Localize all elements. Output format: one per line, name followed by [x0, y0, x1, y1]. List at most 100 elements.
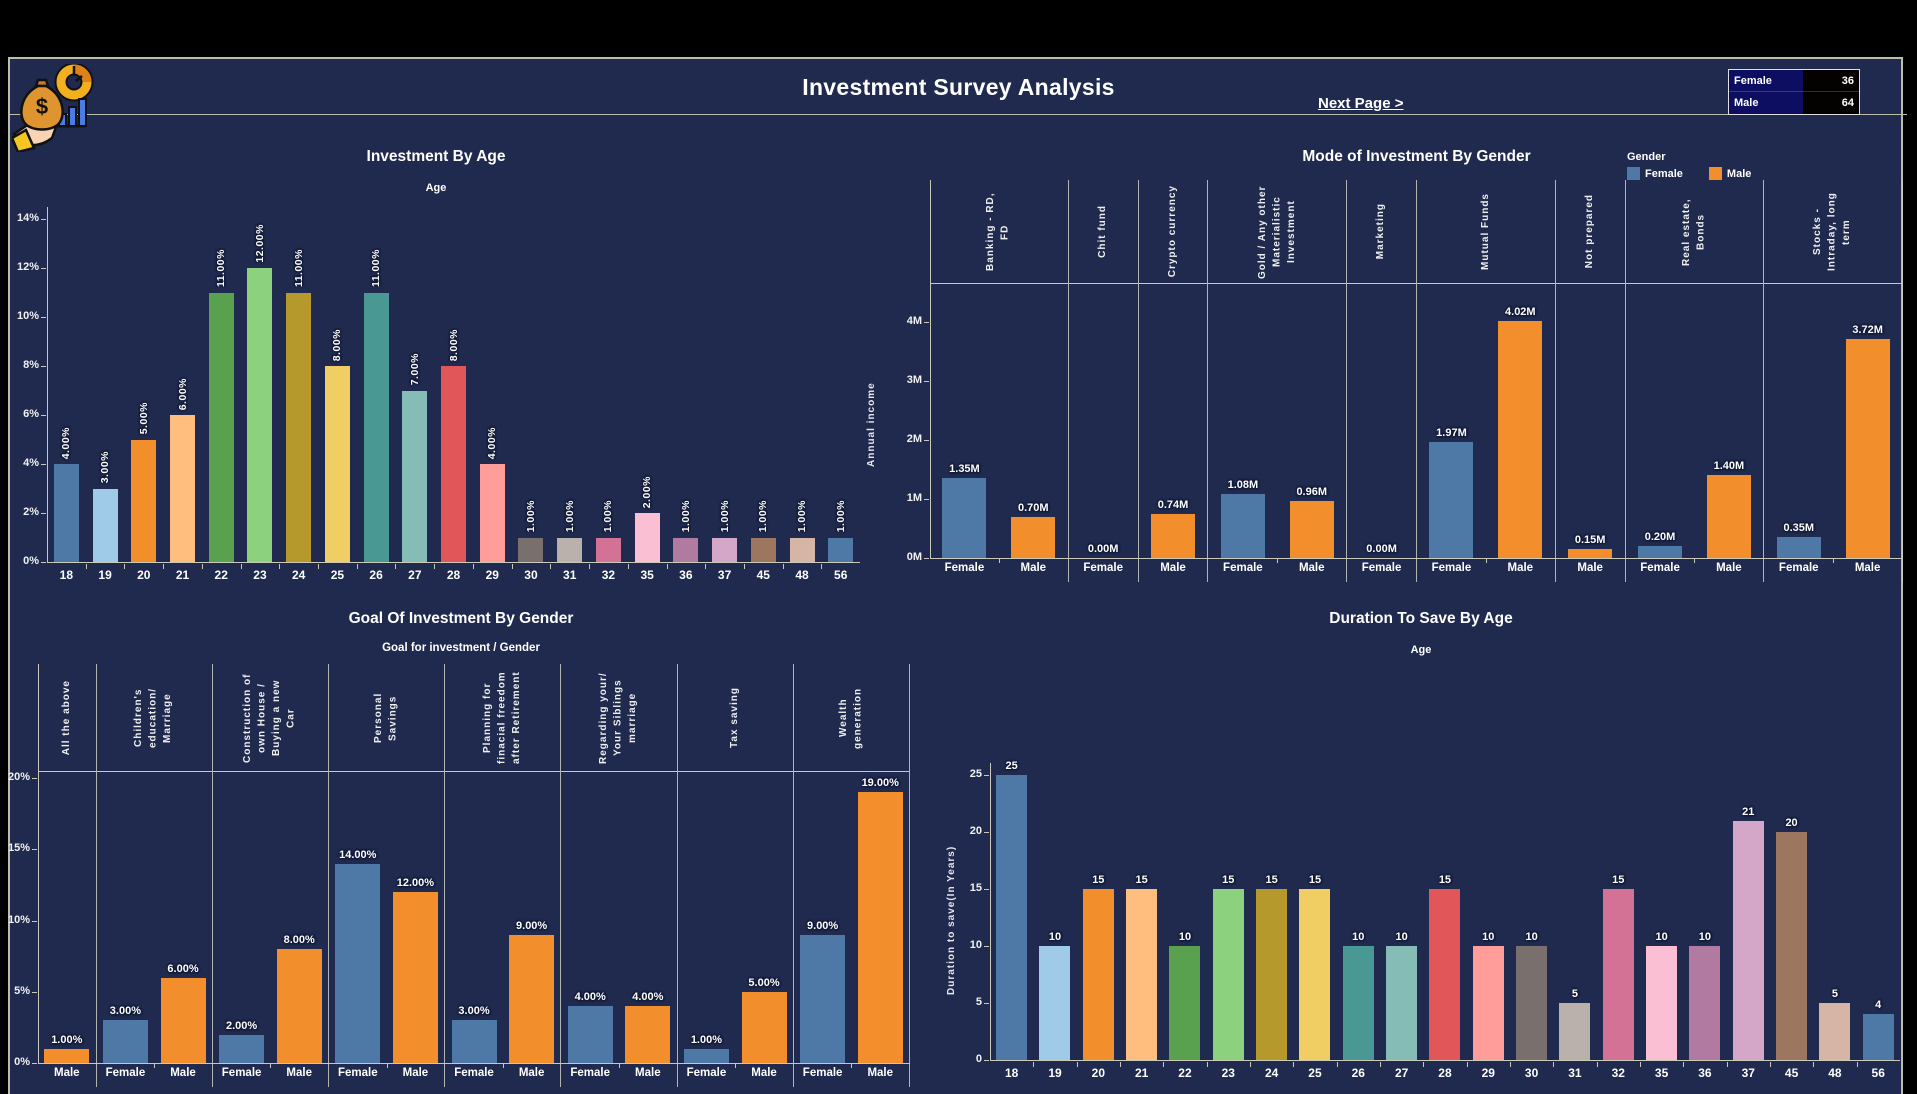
- bar[interactable]: [324, 366, 350, 562]
- bar[interactable]: [1568, 549, 1613, 558]
- bar-slot: 2.00%: [628, 162, 667, 562]
- bar[interactable]: [1638, 546, 1683, 558]
- bar[interactable]: [219, 1034, 265, 1063]
- column-x-axis: Female Male: [1417, 558, 1555, 582]
- bar[interactable]: [942, 478, 987, 558]
- bar[interactable]: [479, 464, 505, 562]
- column-plot: 3.00% 6.00%: [97, 772, 212, 1063]
- bar[interactable]: [1342, 946, 1374, 1060]
- bar-slot: 1.00%: [744, 162, 783, 562]
- bar[interactable]: [1732, 820, 1764, 1060]
- bar[interactable]: [567, 1006, 613, 1063]
- bar[interactable]: [518, 537, 544, 562]
- bar[interactable]: [1386, 946, 1418, 1060]
- bar[interactable]: [335, 863, 381, 1063]
- bar[interactable]: [828, 537, 854, 562]
- bar[interactable]: [634, 513, 660, 562]
- bar[interactable]: [286, 292, 312, 562]
- legend-title: Gender: [1627, 151, 1666, 163]
- bar[interactable]: [1472, 946, 1504, 1060]
- bar[interactable]: [53, 464, 79, 562]
- bar[interactable]: [1706, 475, 1751, 558]
- bar[interactable]: [1498, 320, 1543, 558]
- bar[interactable]: [160, 977, 206, 1063]
- bar[interactable]: [1776, 537, 1821, 558]
- bar[interactable]: [1151, 514, 1195, 558]
- bar[interactable]: [673, 537, 699, 562]
- bar[interactable]: [712, 537, 738, 562]
- bar[interactable]: [1212, 889, 1244, 1060]
- column-x-axis: Female Male: [678, 1063, 793, 1087]
- bar[interactable]: [1289, 501, 1334, 558]
- next-page-link[interactable]: Next Page >: [1318, 95, 1404, 112]
- bar[interactable]: [1819, 1003, 1851, 1060]
- bar[interactable]: [1220, 494, 1265, 558]
- bar[interactable]: [1845, 338, 1890, 558]
- legend-item-male[interactable]: Male: [1708, 167, 1751, 180]
- column-plot: 1.97M 4.02M: [1417, 284, 1555, 558]
- bar[interactable]: [1429, 441, 1474, 558]
- x-axis-label: Female: [105, 1067, 146, 1079]
- bar[interactable]: [1602, 889, 1634, 1060]
- bar-value-label: 0.35M: [1783, 522, 1815, 535]
- table-row[interactable]: Male 64: [1729, 92, 1859, 114]
- bar[interactable]: [741, 991, 787, 1063]
- bar[interactable]: [1559, 1003, 1591, 1060]
- y-axis-tick-mark: [984, 775, 989, 776]
- x-axis-label: 26: [356, 564, 396, 586]
- x-axis-label: 29: [472, 564, 512, 586]
- chart-subtitle-age: Age: [425, 182, 447, 194]
- bar[interactable]: [276, 949, 322, 1063]
- bar[interactable]: [1011, 516, 1056, 558]
- bar[interactable]: [1126, 889, 1158, 1060]
- bar[interactable]: [1516, 946, 1548, 1060]
- bar[interactable]: [789, 537, 815, 562]
- plot-area: All the above 1.00% Male Children's educati…: [38, 664, 911, 1087]
- bar[interactable]: [102, 1020, 148, 1063]
- bar-slot: 1.00%: [705, 162, 744, 562]
- bar[interactable]: [625, 1006, 671, 1063]
- column-plot: 1.08M 0.96M: [1208, 284, 1346, 558]
- bar[interactable]: [1776, 832, 1808, 1060]
- bar[interactable]: [131, 439, 157, 562]
- bar[interactable]: [208, 292, 234, 562]
- column-plot: 1.00%: [38, 772, 96, 1063]
- column-x-axis: Female Male: [794, 1063, 909, 1087]
- bar[interactable]: [1646, 946, 1678, 1060]
- bar[interactable]: [441, 366, 467, 562]
- bar[interactable]: [750, 537, 776, 562]
- y-axis-tick: 0%: [14, 1056, 30, 1068]
- bar[interactable]: [363, 292, 389, 562]
- bar[interactable]: [1429, 889, 1461, 1060]
- bar[interactable]: [392, 892, 438, 1063]
- legend-item-female[interactable]: Female: [1627, 167, 1683, 180]
- y-axis-tick-mark: [924, 381, 929, 382]
- bar[interactable]: [1689, 946, 1721, 1060]
- bar[interactable]: [1039, 946, 1071, 1060]
- bar[interactable]: [683, 1048, 729, 1063]
- y-axis-tick: 5%: [14, 984, 30, 997]
- bar[interactable]: [557, 537, 583, 562]
- bar[interactable]: [595, 537, 621, 562]
- bar[interactable]: [1169, 946, 1201, 1060]
- bar[interactable]: [800, 934, 846, 1063]
- category-column: Crypto currency 0.74M Male: [1138, 180, 1209, 582]
- bar[interactable]: [451, 1020, 497, 1063]
- x-axis-label: 48: [782, 564, 822, 586]
- table-row[interactable]: Female 36: [1729, 70, 1859, 92]
- bar[interactable]: [44, 1048, 90, 1063]
- bar[interactable]: [509, 934, 555, 1063]
- bar[interactable]: [1082, 889, 1114, 1060]
- bar-value-label: 15: [1092, 874, 1105, 886]
- bar[interactable]: [1299, 889, 1331, 1060]
- bar[interactable]: [92, 488, 118, 562]
- bar[interactable]: [402, 390, 428, 562]
- bar[interactable]: [857, 792, 903, 1063]
- bar[interactable]: [170, 415, 196, 562]
- column-plot: 3.00% 9.00%: [445, 772, 560, 1063]
- bar[interactable]: [1862, 1014, 1894, 1060]
- bar-value-label: 12.00%: [253, 224, 266, 263]
- bar[interactable]: [996, 775, 1028, 1060]
- bar[interactable]: [247, 268, 273, 562]
- bar[interactable]: [1256, 889, 1288, 1060]
